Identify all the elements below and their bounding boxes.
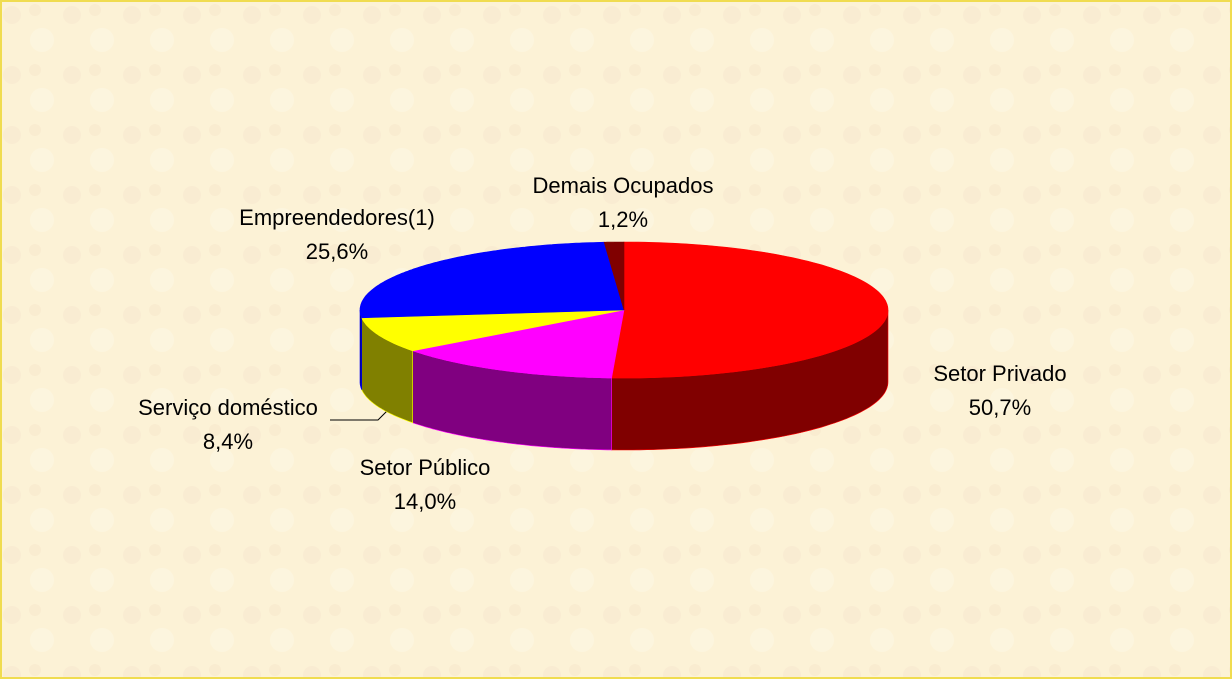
slice-value-label: 50,7% — [969, 395, 1031, 420]
slice-label: Serviço doméstico — [138, 395, 318, 420]
slice-value-label: 25,6% — [306, 239, 368, 264]
slice-value-label: 14,0% — [394, 489, 456, 514]
pie-slice — [361, 309, 625, 352]
pie-slice — [611, 241, 889, 379]
slice-value-label: 1,2% — [598, 207, 648, 232]
slice-label: Demais Ocupados — [533, 173, 714, 198]
pie-slice — [603, 241, 625, 311]
slice-label: Empreendedores(1) — [239, 205, 435, 230]
pie-slice — [359, 241, 625, 319]
slice-value-label: 8,4% — [203, 429, 253, 454]
pie-slice-side — [359, 310, 362, 390]
slice-label: Setor Público — [360, 455, 491, 480]
slice-label: Setor Privado — [933, 361, 1066, 386]
pie-slice — [411, 309, 625, 379]
